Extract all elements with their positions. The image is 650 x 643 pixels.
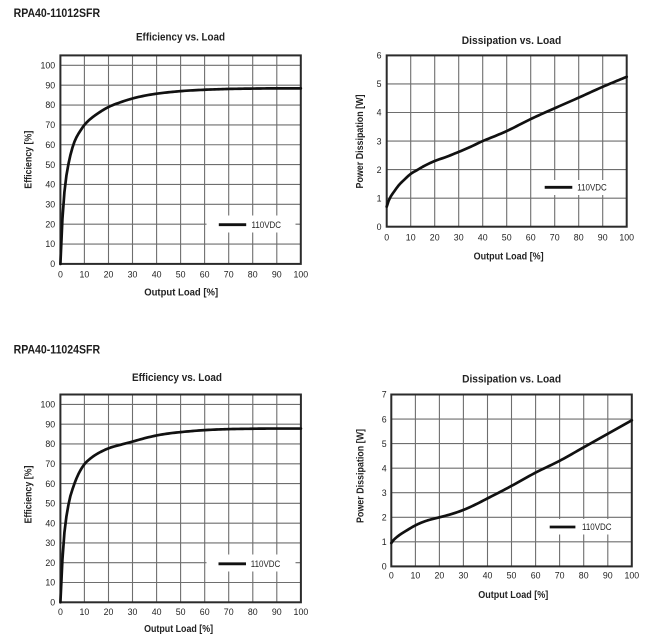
- svg-text:1: 1: [377, 193, 382, 203]
- svg-text:100: 100: [293, 270, 308, 280]
- svg-text:RPA40-11024SFR: RPA40-11024SFR: [14, 344, 101, 356]
- svg-text:30: 30: [45, 200, 55, 210]
- svg-text:Output Load [%]: Output Load [%]: [474, 252, 544, 263]
- svg-text:Efficiency [%]: Efficiency [%]: [24, 466, 35, 524]
- svg-text:60: 60: [526, 232, 536, 242]
- svg-text:60: 60: [45, 140, 55, 150]
- svg-text:50: 50: [176, 607, 186, 617]
- svg-text:10: 10: [45, 578, 55, 588]
- svg-text:80: 80: [248, 270, 258, 280]
- svg-text:2: 2: [377, 165, 382, 175]
- svg-text:0: 0: [50, 259, 55, 269]
- svg-text:20: 20: [45, 219, 55, 229]
- svg-text:60: 60: [200, 270, 210, 280]
- svg-text:70: 70: [550, 232, 560, 242]
- svg-text:50: 50: [176, 270, 186, 280]
- svg-text:20: 20: [45, 558, 55, 568]
- svg-text:40: 40: [45, 518, 55, 528]
- svg-text:2: 2: [382, 512, 387, 522]
- svg-text:10: 10: [80, 270, 90, 280]
- svg-text:60: 60: [45, 479, 55, 489]
- svg-text:6: 6: [377, 51, 382, 61]
- svg-text:0: 0: [389, 571, 394, 581]
- svg-text:70: 70: [224, 607, 234, 617]
- svg-text:60: 60: [200, 607, 210, 617]
- svg-text:0: 0: [50, 598, 55, 608]
- svg-text:50: 50: [45, 499, 55, 509]
- svg-text:40: 40: [152, 270, 162, 280]
- svg-text:90: 90: [45, 419, 55, 429]
- svg-text:70: 70: [45, 120, 55, 130]
- svg-text:10: 10: [411, 571, 421, 581]
- svg-text:Output Load [%]: Output Load [%]: [478, 590, 548, 601]
- svg-text:10: 10: [406, 232, 416, 242]
- svg-text:90: 90: [272, 607, 282, 617]
- svg-text:40: 40: [152, 607, 162, 617]
- svg-text:40: 40: [478, 232, 488, 242]
- svg-text:3: 3: [382, 488, 387, 498]
- svg-text:5: 5: [377, 79, 382, 89]
- svg-text:50: 50: [507, 571, 517, 581]
- svg-text:80: 80: [574, 232, 584, 242]
- svg-text:20: 20: [104, 270, 114, 280]
- svg-text:Efficiency [%]: Efficiency [%]: [24, 131, 35, 189]
- svg-text:110VDC: 110VDC: [577, 182, 607, 192]
- svg-text:100: 100: [41, 61, 56, 71]
- svg-text:Output Load [%]: Output Load [%]: [144, 287, 218, 298]
- svg-text:1: 1: [382, 537, 387, 547]
- svg-text:80: 80: [45, 439, 55, 449]
- svg-text:Power Dissipation [W]: Power Dissipation [W]: [355, 429, 366, 523]
- svg-text:20: 20: [435, 571, 445, 581]
- svg-text:0: 0: [384, 232, 389, 242]
- svg-text:5: 5: [382, 439, 387, 449]
- svg-text:110VDC: 110VDC: [582, 522, 612, 532]
- svg-text:10: 10: [80, 607, 90, 617]
- svg-text:110VDC: 110VDC: [252, 220, 282, 230]
- svg-text:90: 90: [603, 571, 613, 581]
- svg-text:110VDC: 110VDC: [251, 559, 281, 569]
- svg-text:60: 60: [531, 571, 541, 581]
- svg-text:20: 20: [104, 607, 114, 617]
- svg-text:Dissipation vs. Load: Dissipation vs. Load: [462, 373, 561, 385]
- svg-text:4: 4: [382, 463, 387, 473]
- svg-text:40: 40: [483, 571, 493, 581]
- svg-text:40: 40: [45, 180, 55, 190]
- svg-text:30: 30: [128, 270, 138, 280]
- svg-text:3: 3: [377, 136, 382, 146]
- svg-text:50: 50: [502, 232, 512, 242]
- svg-text:0: 0: [58, 607, 63, 617]
- svg-text:30: 30: [459, 571, 469, 581]
- svg-text:90: 90: [45, 80, 55, 90]
- svg-text:100: 100: [624, 571, 639, 581]
- svg-text:30: 30: [128, 607, 138, 617]
- svg-text:100: 100: [619, 232, 634, 242]
- svg-text:20: 20: [430, 232, 440, 242]
- svg-text:50: 50: [45, 160, 55, 170]
- svg-text:7: 7: [382, 390, 387, 400]
- svg-text:0: 0: [58, 270, 63, 280]
- svg-text:100: 100: [294, 607, 309, 617]
- svg-text:Efficiency vs. Load: Efficiency vs. Load: [132, 372, 222, 384]
- svg-text:90: 90: [272, 270, 282, 280]
- svg-text:80: 80: [579, 571, 589, 581]
- svg-text:100: 100: [41, 400, 56, 410]
- svg-text:70: 70: [555, 571, 565, 581]
- svg-text:Efficiency vs. Load: Efficiency vs. Load: [136, 32, 225, 44]
- svg-text:70: 70: [224, 270, 234, 280]
- svg-text:Dissipation vs. Load: Dissipation vs. Load: [462, 35, 561, 47]
- svg-text:80: 80: [248, 607, 258, 617]
- svg-text:90: 90: [598, 232, 608, 242]
- svg-text:70: 70: [45, 459, 55, 469]
- svg-text:4: 4: [377, 108, 382, 118]
- svg-text:6: 6: [382, 414, 387, 424]
- svg-text:30: 30: [45, 538, 55, 548]
- svg-text:0: 0: [382, 562, 387, 572]
- svg-text:RPA40-11012SFR: RPA40-11012SFR: [14, 8, 101, 20]
- svg-text:Output Load [%]: Output Load [%]: [144, 624, 213, 635]
- svg-text:80: 80: [45, 100, 55, 110]
- svg-text:10: 10: [45, 239, 55, 249]
- svg-text:0: 0: [377, 222, 382, 232]
- svg-text:30: 30: [454, 232, 464, 242]
- svg-text:Power Dissipation [W]: Power Dissipation [W]: [355, 95, 366, 189]
